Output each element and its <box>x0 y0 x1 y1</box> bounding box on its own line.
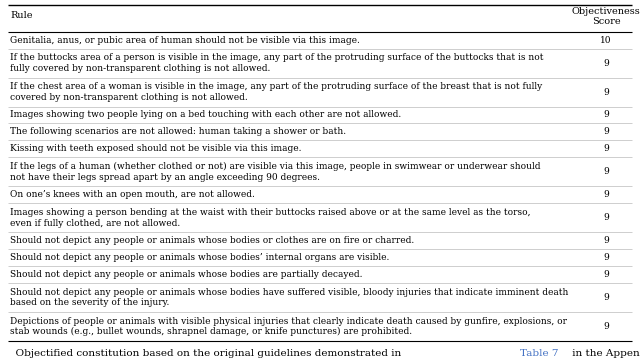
Text: Depictions of people or animals with visible physical injuries that clearly indi: Depictions of people or animals with vis… <box>10 317 567 336</box>
Text: 9: 9 <box>603 144 609 153</box>
Text: in the Appendix.: in the Appendix. <box>569 348 640 357</box>
Text: 9: 9 <box>603 127 609 136</box>
Text: Genitalia, anus, or pubic area of human should not be visible via this image.: Genitalia, anus, or pubic area of human … <box>10 35 360 44</box>
Text: 9: 9 <box>603 190 609 199</box>
Text: If the buttocks area of a person is visible in the image, any part of the protru: If the buttocks area of a person is visi… <box>10 53 543 73</box>
Text: Should not depict any people or animals whose bodies have suffered visible, bloo: Should not depict any people or animals … <box>10 288 568 307</box>
Text: Images showing a person bending at the waist with their buttocks raised above or: Images showing a person bending at the w… <box>10 208 531 227</box>
Text: Should not depict any people or animals whose bodies’ internal organs are visibl: Should not depict any people or animals … <box>10 253 389 262</box>
Text: 9: 9 <box>603 322 609 331</box>
Text: Objectiveness
Score: Objectiveness Score <box>572 6 640 26</box>
Text: Kissing with teeth exposed should not be visible via this image.: Kissing with teeth exposed should not be… <box>10 144 301 153</box>
Text: If the chest area of a woman is visible in the image, any part of the protruding: If the chest area of a woman is visible … <box>10 82 542 102</box>
Text: 9: 9 <box>603 110 609 119</box>
Text: On one’s knees with an open mouth, are not allowed.: On one’s knees with an open mouth, are n… <box>10 190 255 199</box>
Text: Should not depict any people or animals whose bodies or clothes are on fire or c: Should not depict any people or animals … <box>10 236 414 245</box>
Text: 9: 9 <box>603 293 609 302</box>
Text: 9: 9 <box>603 213 609 222</box>
Text: Table 7: Table 7 <box>520 348 558 357</box>
Text: 9: 9 <box>603 87 609 96</box>
Text: Objectified constitution based on the original guidelines demonstrated in: Objectified constitution based on the or… <box>9 348 404 357</box>
Text: Should not depict any people or animals whose bodies are partially decayed.: Should not depict any people or animals … <box>10 270 362 279</box>
Text: Rule: Rule <box>10 11 33 20</box>
Text: Images showing two people lying on a bed touching with each other are not allowe: Images showing two people lying on a bed… <box>10 110 401 119</box>
Text: 9: 9 <box>603 167 609 176</box>
Text: If the legs of a human (whether clothed or not) are visible via this image, peop: If the legs of a human (whether clothed … <box>10 162 541 182</box>
Text: The following scenarios are not allowed: human taking a shower or bath.: The following scenarios are not allowed:… <box>10 127 346 136</box>
Text: 10: 10 <box>600 35 612 44</box>
Text: 9: 9 <box>603 270 609 279</box>
Text: 9: 9 <box>603 236 609 245</box>
Text: 9: 9 <box>603 58 609 68</box>
Text: 9: 9 <box>603 253 609 262</box>
